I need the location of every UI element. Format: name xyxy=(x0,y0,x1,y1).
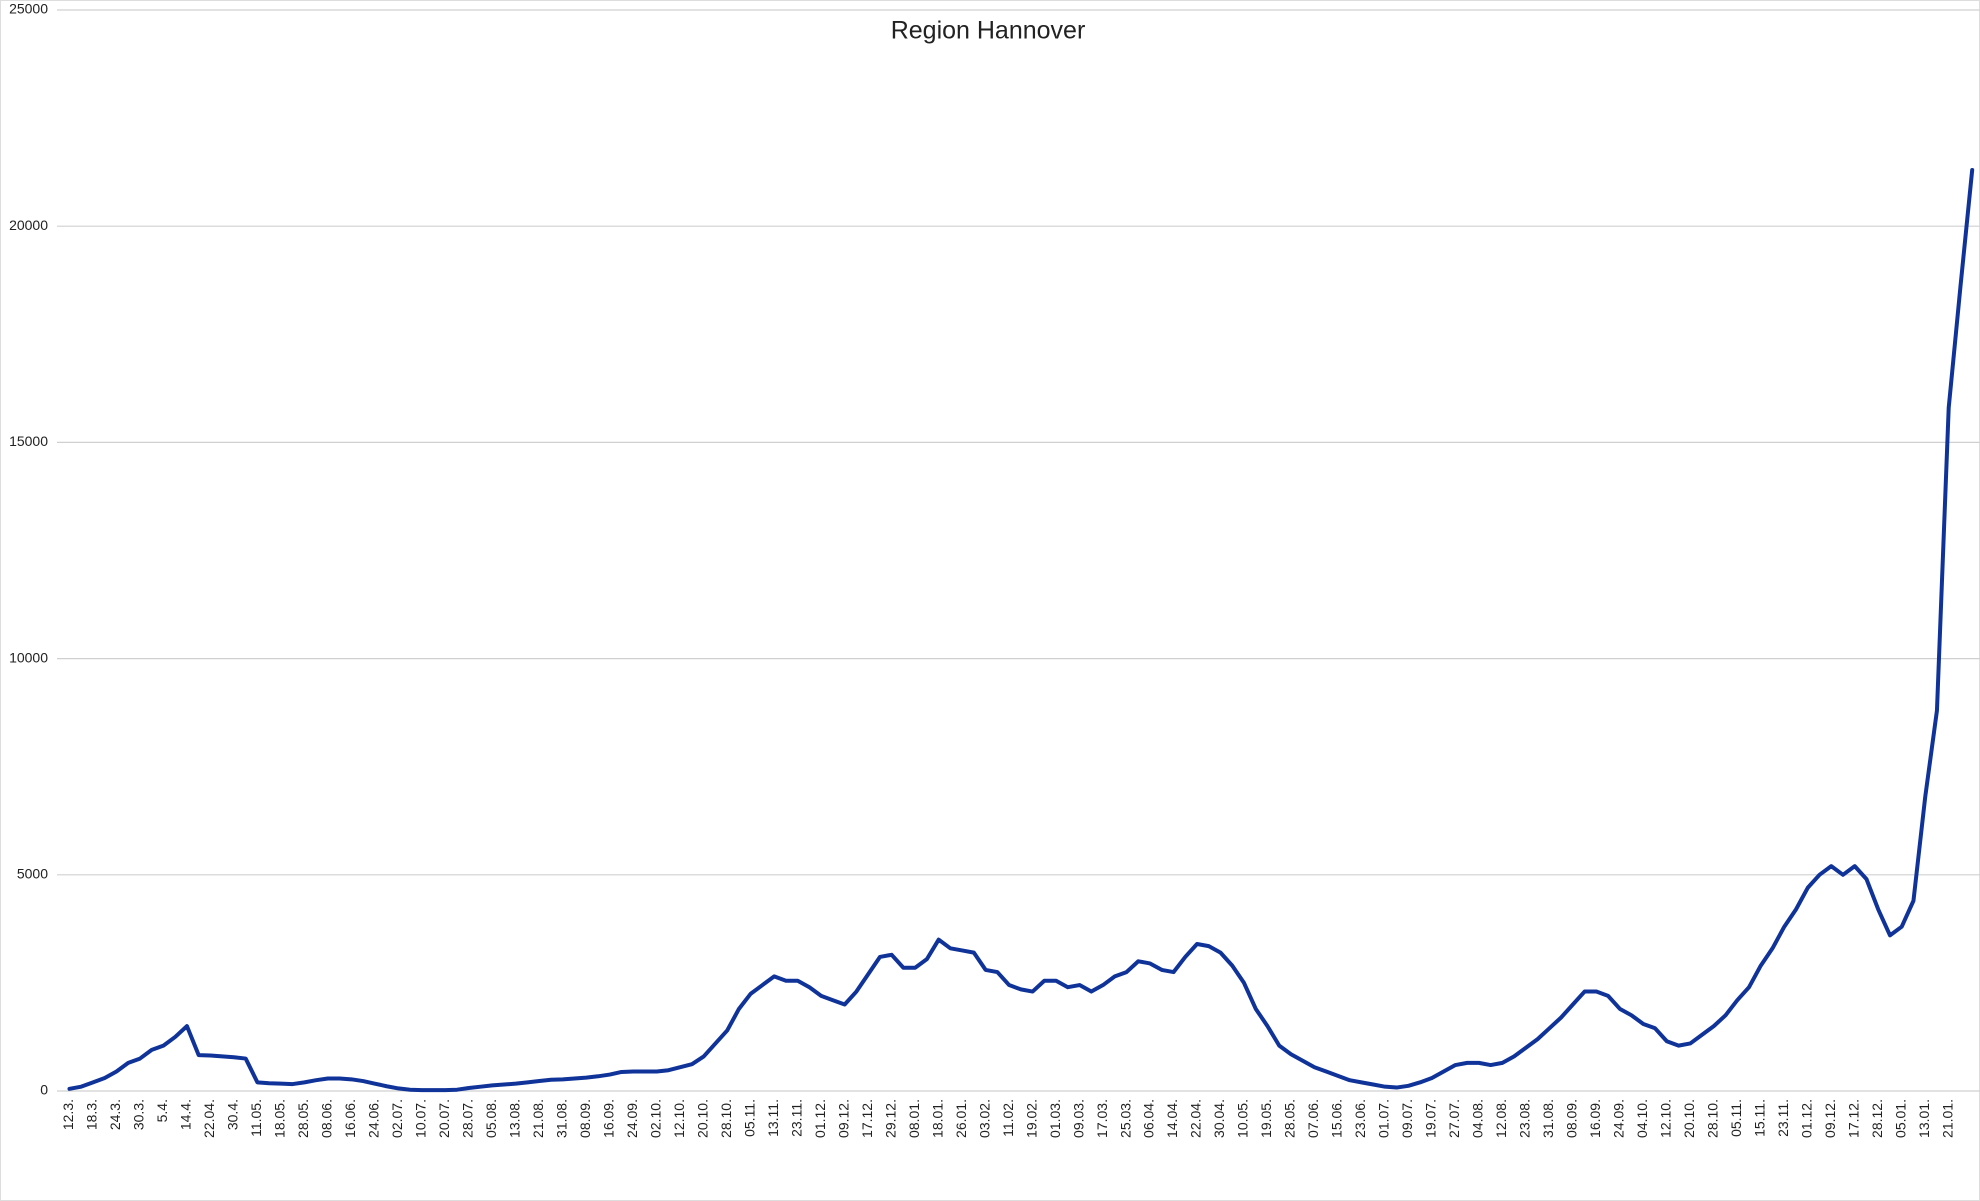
x-tick-label: 26.01. xyxy=(953,1099,969,1138)
x-tick-label: 05.11. xyxy=(1728,1099,1744,1137)
x-tick-label: 22.04. xyxy=(201,1099,217,1138)
x-tick-label: 13.11. xyxy=(765,1099,781,1137)
x-tick-label: 09.07. xyxy=(1399,1099,1415,1138)
x-tick-label: 14.04. xyxy=(1164,1099,1180,1138)
x-tick-label: 15.06. xyxy=(1329,1099,1345,1138)
x-tick-label: 31.08. xyxy=(553,1099,569,1138)
x-tick-label: 18.3. xyxy=(84,1099,100,1130)
x-tick-label: 22.04. xyxy=(1188,1099,1204,1138)
x-tick-label: 23.08. xyxy=(1517,1099,1533,1138)
x-tick-label: 30.04. xyxy=(1211,1099,1227,1138)
y-tick-label: 15000 xyxy=(9,433,48,449)
x-tick-label: 23.11. xyxy=(1775,1099,1791,1137)
x-tick-label: 06.04. xyxy=(1141,1099,1157,1138)
x-tick-label: 13.01. xyxy=(1916,1099,1932,1138)
x-tick-label: 12.08. xyxy=(1493,1099,1509,1138)
x-tick-label: 12.10. xyxy=(671,1099,687,1138)
x-tick-label: 05.11. xyxy=(741,1099,757,1137)
chart-title: Region Hannover xyxy=(891,17,1086,45)
x-tick-label: 02.07. xyxy=(389,1099,405,1138)
x-tick-label: 08.09. xyxy=(577,1099,593,1138)
x-tick-label: 18.01. xyxy=(929,1099,945,1138)
x-tick-label: 19.07. xyxy=(1423,1099,1439,1138)
x-tick-label: 20.10. xyxy=(1681,1099,1697,1138)
x-tick-label: 31.08. xyxy=(1540,1099,1556,1138)
x-tick-label: 03.02. xyxy=(976,1099,992,1138)
x-tick-label: 21.01. xyxy=(1939,1099,1955,1138)
data-line xyxy=(67,167,1975,1093)
x-tick-label: 05.01. xyxy=(1892,1099,1908,1138)
x-tick-label: 05.08. xyxy=(483,1099,499,1138)
x-tick-label: 28.05. xyxy=(295,1099,311,1138)
x-tick-label: 23.06. xyxy=(1352,1099,1368,1138)
x-tick-label: 16.06. xyxy=(342,1099,358,1138)
x-tick-label: 08.06. xyxy=(319,1099,335,1138)
y-tick-label: 20000 xyxy=(9,217,48,233)
x-tick-label: 09.12. xyxy=(835,1099,851,1138)
x-tick-label: 01.12. xyxy=(812,1099,828,1138)
x-tick-label: 17.12. xyxy=(1845,1099,1861,1138)
x-tick-label: 08.01. xyxy=(906,1099,922,1138)
x-tick-label: 24.06. xyxy=(366,1099,382,1138)
y-tick-label: 0 xyxy=(40,1082,48,1098)
x-tick-label: 02.10. xyxy=(647,1099,663,1138)
x-tick-label: 23.11. xyxy=(788,1099,804,1137)
x-tick-label: 20.07. xyxy=(436,1099,452,1138)
x-tick-label: 17.12. xyxy=(859,1099,875,1138)
x-tick-label: 29.12. xyxy=(882,1099,898,1138)
x-tick-label: 01.12. xyxy=(1798,1099,1814,1138)
x-tick-label: 16.09. xyxy=(1587,1099,1603,1138)
x-tick-label: 13.08. xyxy=(507,1099,523,1138)
x-tick-label: 24.3. xyxy=(107,1099,123,1130)
x-tick-label: 10.05. xyxy=(1235,1099,1251,1138)
x-tick-label: 19.02. xyxy=(1023,1099,1039,1138)
y-tick-label: 5000 xyxy=(17,866,48,882)
x-tick-label: 28.12. xyxy=(1869,1099,1885,1138)
x-tick-label: 24.09. xyxy=(1611,1099,1627,1138)
x-tick-label: 10.07. xyxy=(413,1099,429,1138)
x-tick-label: 04.10. xyxy=(1634,1099,1650,1138)
x-tick-label: 24.09. xyxy=(624,1099,640,1138)
x-tick-label: 16.09. xyxy=(600,1099,616,1138)
x-tick-label: 20.10. xyxy=(694,1099,710,1138)
x-tick-label: 09.03. xyxy=(1070,1099,1086,1138)
x-tick-label: 28.07. xyxy=(460,1099,476,1138)
x-tick-label: 21.08. xyxy=(530,1099,546,1138)
y-tick-label: 25000 xyxy=(9,1,48,17)
x-tick-label: 15.11. xyxy=(1751,1099,1767,1137)
x-tick-label: 01.03. xyxy=(1047,1099,1063,1138)
y-tick-label: 10000 xyxy=(9,649,48,665)
x-tick-label: 18.05. xyxy=(272,1099,288,1138)
x-tick-label: 19.05. xyxy=(1258,1099,1274,1138)
x-tick-label: 07.06. xyxy=(1305,1099,1321,1138)
x-tick-label: 12.10. xyxy=(1658,1099,1674,1138)
x-tick-label: 17.03. xyxy=(1094,1099,1110,1138)
x-tick-label: 04.08. xyxy=(1470,1099,1486,1138)
x-tick-label: 11.02. xyxy=(1000,1099,1016,1137)
x-tick-label: 28.10. xyxy=(718,1099,734,1138)
x-tick-label: 28.10. xyxy=(1705,1099,1721,1138)
x-tick-label: 25.03. xyxy=(1117,1099,1133,1138)
x-tick-label: 11.05. xyxy=(248,1099,264,1137)
x-tick-label: 01.07. xyxy=(1376,1099,1392,1138)
x-tick-label: 12.3. xyxy=(60,1099,76,1130)
x-tick-label: 27.07. xyxy=(1446,1099,1462,1138)
x-tick-label: 30.3. xyxy=(131,1099,147,1130)
x-tick-label: 30.4. xyxy=(225,1099,241,1130)
x-tick-label: 14.4. xyxy=(178,1099,194,1130)
x-tick-label: 28.05. xyxy=(1282,1099,1298,1138)
x-tick-label: 5.4. xyxy=(154,1099,170,1122)
x-tick-label: 08.09. xyxy=(1564,1099,1580,1138)
x-tick-label: 09.12. xyxy=(1822,1099,1838,1138)
